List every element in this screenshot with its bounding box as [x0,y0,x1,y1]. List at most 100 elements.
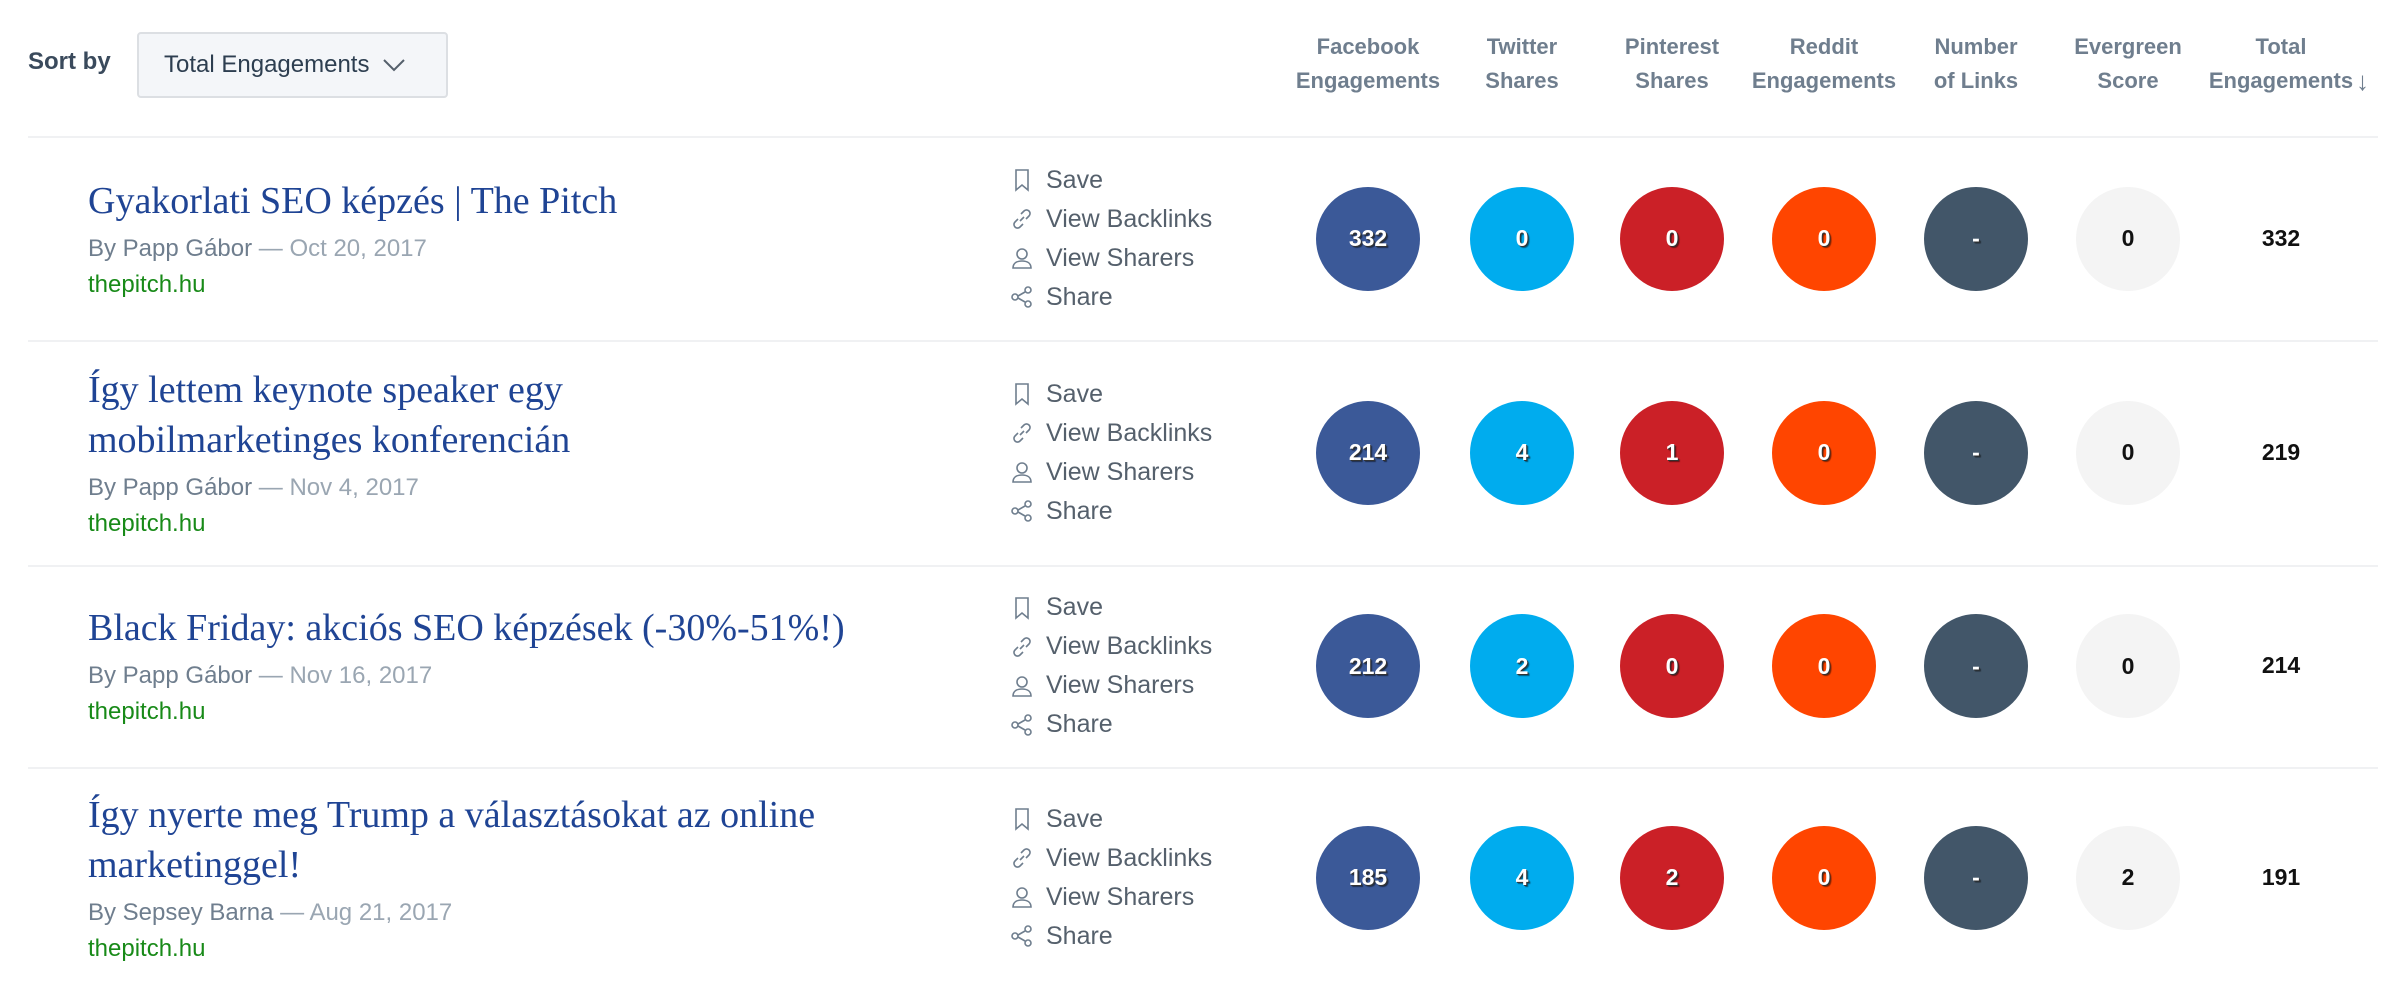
column-header-label: Evergreen Score [2074,34,2182,93]
link-icon [1013,848,1031,868]
share-button[interactable]: Share [1010,917,1212,956]
share-button[interactable]: Share [1010,492,1212,531]
publish-date: — Nov 4, 2017 [258,473,419,501]
publish-date: — Oct 20, 2017 [258,234,427,262]
column-header-evergreen-score[interactable]: Evergreen Score [2048,30,2208,98]
total-engagements-value: 191 [2261,863,2301,890]
user-icon [1012,248,1032,269]
action-label: Share [1046,282,1113,311]
table-row: Így lettem keynote speaker egy mobilmark… [0,340,2406,565]
facebook-engagements-badge: 185 [1316,825,1420,930]
byline: By Papp Gábor — Oct 20, 2017 [88,230,617,268]
twitter-shares-badge: 2 [1470,614,1574,718]
share-icon [1011,713,1032,736]
share-icon [1011,500,1032,522]
bookmark-icon [1015,808,1029,831]
number-of-links-badge: - [1924,825,2028,930]
reddit-engagements-badge: 0 [1772,614,1876,718]
facebook-engagements-badge: 332 [1316,186,1420,291]
view-backlinks-button[interactable]: View Backlinks [1010,839,1212,878]
byline: By Papp Gábor — Nov 4, 2017 [88,469,570,507]
article-title-link[interactable]: Black Friday: akciós SEO képzések (-30%-… [88,607,845,649]
evergreen-score-badge: 0 [2076,400,2180,505]
action-label: Save [1046,165,1103,194]
facebook-engagements-badge: 212 [1316,614,1420,718]
author[interactable]: By Papp Gábor [88,473,253,501]
sort-dropdown-value: Total Engagements [164,51,370,78]
row-divider [28,340,2378,342]
view-sharers-button[interactable]: View Sharers [1010,239,1212,278]
column-header-total-engagements[interactable]: Total Engagements ↓ [2201,30,2369,98]
twitter-shares-badge: 4 [1470,400,1574,505]
bookmark-icon [1015,383,1029,406]
table-row: Így nyerte meg Trump a választásokat az … [0,767,2406,988]
save-button[interactable]: Save [1010,375,1212,414]
reddit-engagements-badge: 0 [1772,825,1876,930]
column-header-label: Facebook Engagements [1295,34,1441,93]
action-label: Share [1046,921,1113,950]
column-header-label: Reddit Engagements [1751,34,1897,93]
article-title-link[interactable]: Gyakorlati SEO képzés | The Pitch [88,179,618,222]
pinterest-shares-badge: 0 [1620,614,1724,718]
action-label: View Sharers [1046,671,1195,699]
user-icon [1012,675,1032,697]
column-header-facebook-engagements[interactable]: Facebook Engagements [1288,30,1448,98]
action-label: Save [1046,593,1103,621]
twitter-shares-badge: 4 [1470,825,1574,930]
action-label: View Backlinks [1046,418,1213,447]
column-header-twitter-shares[interactable]: Twitter Shares [1442,30,1602,98]
action-label: View Sharers [1046,457,1195,486]
number-of-links-badge: - [1924,400,2028,505]
byline: By Sepsey Barna — Aug 21, 2017 [88,894,815,932]
view-backlinks-button[interactable]: View Backlinks [1010,200,1212,239]
column-header-pinterest-shares[interactable]: Pinterest Shares [1592,30,1752,98]
save-button[interactable]: Save [1010,800,1212,839]
view-sharers-button[interactable]: View Sharers [1010,878,1212,917]
domain-link[interactable]: thepitch.hu [88,698,206,725]
article-title-link[interactable]: Így lettem keynote speaker egy mobilmark… [88,368,571,461]
column-header-label: Number of Links [1933,34,2019,93]
user-icon [1012,462,1032,483]
author[interactable]: By Papp Gábor [88,234,253,262]
author[interactable]: By Sepsey Barna [88,898,274,926]
bookmark-icon [1015,596,1029,620]
sort-descending-icon[interactable]: ↓ [2356,66,2369,96]
action-label: Share [1046,496,1113,525]
twitter-shares-badge: 0 [1470,186,1574,291]
header-divider [28,136,2378,138]
share-button[interactable]: Share [1010,705,1212,744]
view-sharers-button[interactable]: View Sharers [1010,666,1212,705]
view-sharers-button[interactable]: View Sharers [1010,453,1212,492]
domain-link[interactable]: thepitch.hu [88,934,206,962]
save-button[interactable]: Save [1010,588,1212,627]
action-label: Save [1046,379,1103,408]
evergreen-score-badge: 0 [2076,186,2180,291]
chevron-down-icon [383,59,406,72]
link-icon [1013,209,1031,229]
link-icon [1013,636,1031,657]
column-header-number-of-links[interactable]: Number of Links [1896,30,2056,98]
reddit-engagements-badge: 0 [1772,400,1876,505]
view-backlinks-button[interactable]: View Backlinks [1010,627,1212,666]
column-header-reddit-engagements[interactable]: Reddit Engagements [1744,30,1904,98]
facebook-engagements-badge: 214 [1316,400,1420,505]
author[interactable]: By Papp Gábor [88,662,253,689]
column-header-label: Total Engagements [2208,34,2354,93]
domain-link[interactable]: thepitch.hu [88,509,206,537]
publish-date: — Aug 21, 2017 [280,898,453,926]
action-label: View Backlinks [1046,843,1213,872]
action-label: View Backlinks [1046,204,1213,233]
save-button[interactable]: Save [1010,161,1212,200]
share-button[interactable]: Share [1010,278,1212,317]
byline: By Papp Gábor — Nov 16, 2017 [88,657,845,695]
column-header-label: Twitter Shares [1485,34,1559,93]
pinterest-shares-badge: 2 [1620,825,1724,930]
evergreen-score-badge: 0 [2076,614,2180,718]
link-icon [1013,423,1031,443]
domain-link[interactable]: thepitch.hu [88,270,206,298]
sort-dropdown[interactable]: Total Engagements [137,32,448,98]
table-row: Gyakorlati SEO képzés | The Pitch By Pap… [0,137,2406,340]
number-of-links-badge: - [1924,186,2028,291]
article-title-link[interactable]: Így nyerte meg Trump a választásokat az … [88,793,816,886]
view-backlinks-button[interactable]: View Backlinks [1010,414,1212,453]
